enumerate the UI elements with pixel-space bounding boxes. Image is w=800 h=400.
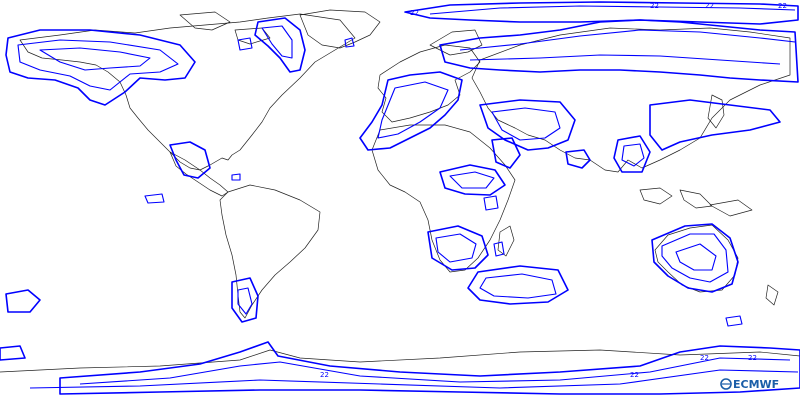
contour-sahel [439,164,506,196]
contour-south-pacific [5,289,41,313]
contour-greenland-small [237,37,253,51]
contour-eurasia-north-inner-2 [469,54,781,65]
contour-eurasia-north-inner [459,29,796,51]
contour-label: 22 [700,354,709,362]
contour-sahel-inner [449,171,495,189]
coastline-asia [471,27,791,173]
contour-china-southeast [649,99,781,151]
ecmwf-logo: ECMWF [720,378,779,391]
contour-patagonia-inner [237,287,253,315]
contour-south-indian-ocean [467,265,569,305]
contour-east-africa [483,195,499,211]
coastline-antarctica [0,349,800,373]
contour-southern-africa [427,225,489,271]
contour-australia [651,223,739,293]
contour-arctic-band [404,1,799,25]
ecmwf-logo-text: ECMWF [733,378,779,391]
coastline-central-america [169,151,229,197]
coastline-arctic-islands [179,11,271,45]
contour-australia-inner [661,233,729,283]
contour-greenland-inner [261,25,293,59]
contour-mexico [169,141,211,179]
contour-labels: 22 22 22 22 22 22 22 22 [320,2,787,379]
coastline-scandinavia [429,29,483,56]
contour-arabia [491,137,521,169]
contour-indochina [613,135,651,173]
contour-arctic-band-inner [429,5,796,15]
contour-patagonia [231,277,259,323]
contour-pacific-small [144,193,165,204]
contour-label: 22 [748,354,757,362]
coastline-southeast-asia-islands [639,187,753,217]
contour-caribbean-small [231,173,241,181]
contour-label: 22 [320,371,329,379]
contour-label: 22 [705,2,714,10]
coastline-north-america [19,13,356,171]
contour-south-indian-ocean-inner [479,273,557,299]
contour-antarctic-band [0,345,26,361]
contour-alaska-canada-core [39,47,151,71]
contour-antarctic-band-inner-2 [29,369,799,389]
contour-australia-core [675,243,717,271]
contour-southern-africa-inner [435,233,477,263]
contour-label: 22 [630,371,639,379]
coastlines [0,9,800,373]
ecmwf-logo-icon [720,378,732,390]
contour-europe-north-africa [359,71,463,151]
contour-europe-north-africa-inner [377,81,449,139]
coastline-south-america [219,184,321,319]
contour-eurasia-north [439,19,799,83]
contour-indochina-inner [621,143,645,167]
coastline-greenland [299,9,381,49]
contour-alaska-canada-inner [17,39,179,91]
contour-middle-east [479,99,576,151]
contour-india [565,149,591,169]
contour-label: 22 [650,2,659,10]
contour-label: 22 [410,9,419,17]
contour-greenland [254,17,306,73]
coastline-japan [707,94,725,129]
contour-antarctic-band-main [59,341,800,395]
coastline-new-zealand [765,284,779,306]
contour-madagascar [493,241,505,257]
contour-alaska-canada [5,29,196,106]
coastline-africa [371,124,516,273]
contour-label: 22 [778,2,787,10]
contour-tasman-small [725,315,743,327]
contour-iceland-small [344,37,355,48]
contour-middle-east-inner [491,107,561,141]
coastline-europe [377,44,481,123]
coastline-madagascar [497,225,515,257]
contour-antarctic-band-inner [79,357,791,385]
